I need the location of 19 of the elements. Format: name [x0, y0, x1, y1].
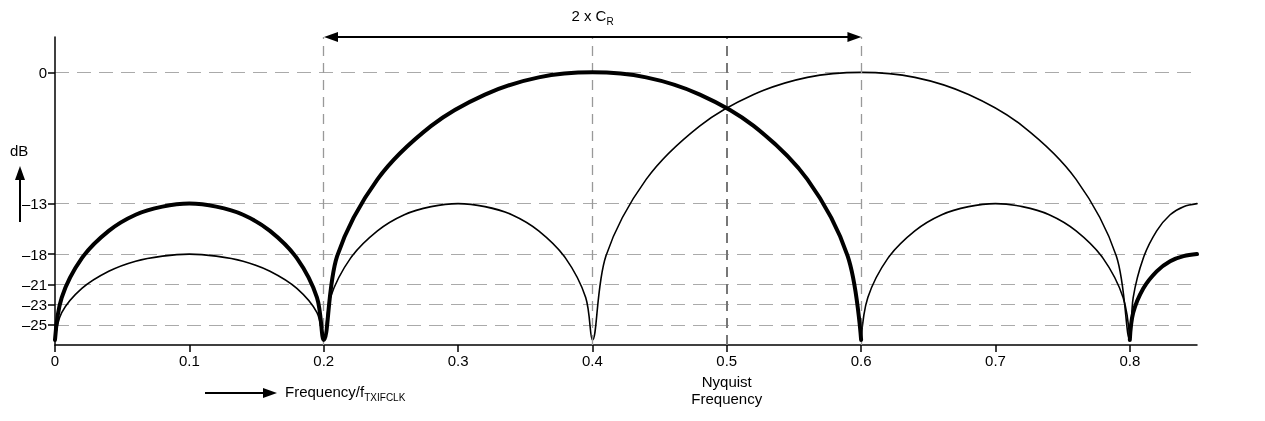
y-tick-label: –23 [21, 296, 47, 314]
x-tick-label: 0.2 [313, 352, 335, 369]
y-tick-label: –21 [21, 275, 47, 293]
y-axis-title: dB [10, 142, 29, 160]
x-tick-label: 0 [50, 352, 60, 369]
x-tick-label: 0.4 [581, 352, 603, 369]
y-tick-label: –25 [21, 316, 47, 334]
x-tick-label: 0.6 [850, 352, 872, 369]
x-tick-label: 0.1 [178, 352, 200, 369]
x-tick-label: 0.7 [985, 352, 1006, 369]
x-tick-label: 0.5 [716, 352, 738, 369]
x-tick-label: 0.8 [1119, 352, 1141, 369]
x-axis-title: Frequency/f$_{TXIFCLK}$ [285, 383, 406, 404]
ref-line-label: Nyquist Frequency [690, 373, 764, 408]
x-tick-label: 0.3 [447, 352, 469, 369]
y-tick-label: –13 [21, 195, 47, 213]
annotation: 2 x C$_{R}$ [571, 7, 614, 28]
y-tick-label: 0 [38, 63, 47, 81]
y-tick-label: –18 [21, 245, 47, 263]
